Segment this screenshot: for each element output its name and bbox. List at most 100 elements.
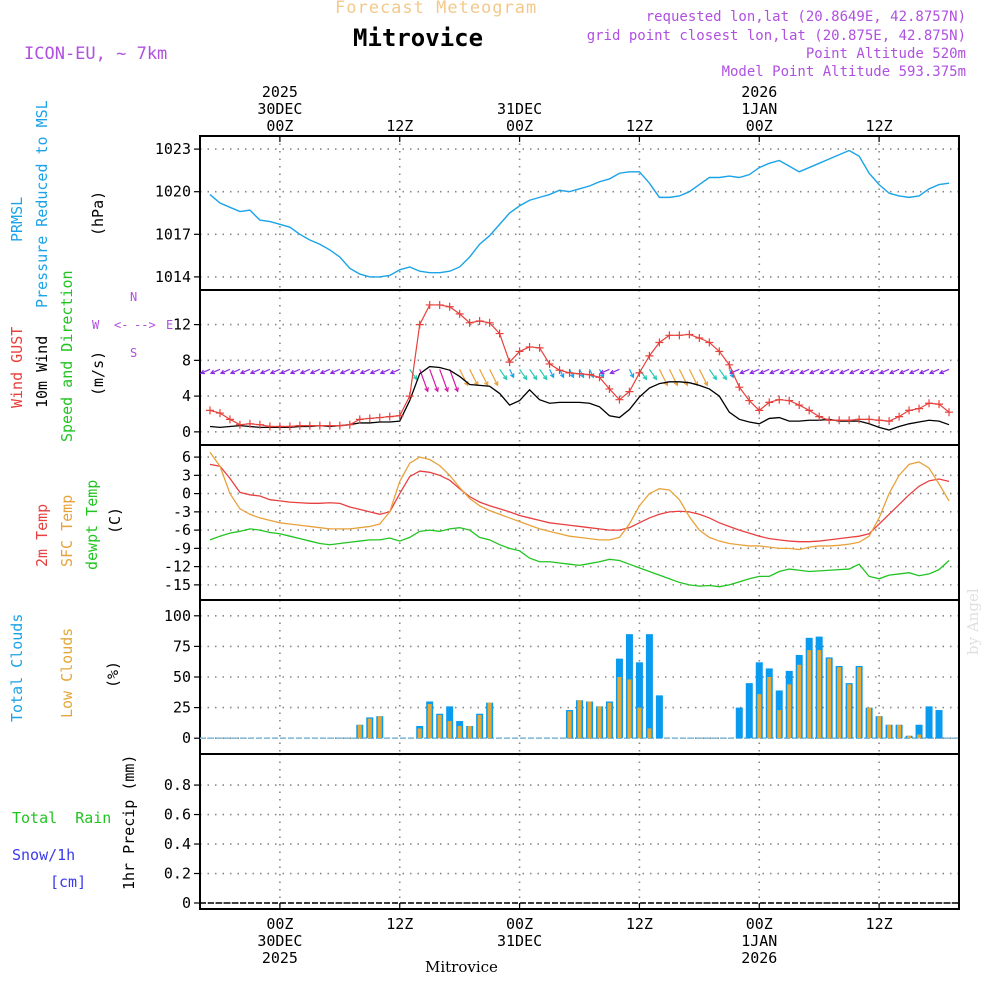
wind-vector-shaft — [809, 368, 820, 374]
y-tick-label: 25 — [173, 699, 191, 717]
y-tick-label: 0.4 — [164, 835, 191, 853]
temp-dewpt-line — [209, 527, 950, 588]
wind-gust-marker — [245, 419, 254, 428]
wind-vector-shaft — [610, 368, 620, 374]
wind-vector-head — [493, 381, 499, 387]
wind-vector — [928, 368, 940, 375]
wind-vector — [829, 368, 840, 375]
wind-vector-shaft — [439, 369, 449, 392]
wind-gust-marker — [855, 415, 864, 424]
wind-gust-marker — [525, 342, 534, 351]
wind-gust-marker — [495, 329, 504, 338]
wind-vector — [359, 368, 371, 375]
wind-vector-head — [219, 369, 225, 375]
wind-vector-head — [269, 369, 275, 375]
wind-vector-head — [569, 373, 575, 379]
compass-arrow-right: --> — [134, 318, 156, 332]
wind-vector-head — [329, 369, 335, 375]
wind-vector-shaft — [330, 368, 341, 374]
wind-gust-marker — [645, 351, 654, 360]
wind-vector — [848, 368, 860, 375]
wind-gust-marker — [335, 421, 344, 430]
top-time-label: 00Z — [266, 117, 293, 135]
wind-vector-head — [858, 369, 865, 375]
wind-speed-dir-label: Speed and Direction — [58, 270, 76, 442]
y-tick-label: 0 — [182, 729, 191, 747]
wind-vector-head — [484, 381, 489, 387]
wind-vector-head — [928, 369, 935, 375]
wind-vector-shaft — [429, 369, 439, 392]
wind-vector-head — [389, 369, 395, 375]
requested-coords: requested lon,lat (20.8649E, 42.8757N) — [645, 9, 966, 25]
wind-vector — [289, 368, 301, 375]
low-cloud-bar — [777, 710, 782, 739]
wind-10m-label: 10m Wind — [33, 335, 51, 408]
low-cloud-bar — [857, 667, 862, 739]
wind-gust-marker — [535, 343, 544, 352]
wind-gust-marker — [205, 406, 214, 415]
wind-vector-shaft — [829, 368, 840, 374]
wind-vector — [668, 369, 679, 387]
wind-vector-head — [522, 375, 528, 381]
wind-gust-marker — [345, 420, 354, 429]
wind-gust-marker — [585, 370, 594, 379]
wind-vector — [279, 368, 291, 375]
wind-gust-marker — [405, 392, 414, 401]
wind-vector-shaft — [350, 368, 361, 374]
wind-vector — [809, 368, 820, 375]
wind-vector-shaft — [899, 368, 910, 374]
wind-vector-shaft — [509, 369, 515, 378]
wind-vector-shaft — [730, 368, 740, 374]
wind-gust-marker — [285, 422, 294, 431]
wind-vector-shaft — [360, 368, 371, 374]
wind-vector-shaft — [799, 368, 810, 374]
wind-vector — [249, 368, 261, 375]
wind-vector-shaft — [499, 368, 508, 380]
y-tick-label: 4 — [182, 387, 191, 405]
wind-vector — [499, 368, 508, 381]
wind-vector-head — [829, 369, 835, 375]
low-cloud-bar — [817, 650, 822, 739]
compass-south: S — [130, 346, 138, 360]
wind-vector — [469, 369, 479, 387]
low-cloud-bar — [877, 716, 882, 739]
wind-vector-head — [779, 369, 785, 375]
wind-gust-marker — [305, 421, 314, 430]
wind-vector-shaft — [240, 368, 251, 374]
bottom-time-label: 12Z — [866, 915, 893, 933]
y-tick-label: 6 — [182, 448, 191, 466]
low-cloud-bar — [807, 650, 812, 739]
total-cloud-bar — [645, 634, 653, 739]
total-cloud-bar — [915, 724, 923, 739]
wind-vector-head — [749, 369, 755, 375]
wind-gust-label: Wind GUST — [8, 326, 26, 408]
low-cloud-bar — [427, 703, 432, 739]
wind-vector-shaft — [879, 368, 890, 374]
low-cloud-bar — [917, 734, 922, 739]
wind-vector — [479, 369, 489, 387]
wind-vector — [439, 369, 449, 393]
wind-vector-head — [809, 369, 815, 375]
compass-north: N — [130, 290, 138, 304]
wind-gust-marker — [235, 420, 244, 429]
wind-vector-shaft — [750, 368, 760, 374]
wind-vector — [868, 368, 880, 375]
wind-gust-marker — [375, 413, 384, 422]
wind-vector — [698, 369, 709, 387]
y-tick-label: 1014 — [155, 268, 191, 286]
wind-vector-head — [279, 369, 285, 375]
wind-vector — [918, 368, 930, 375]
low-cloud-bar — [477, 714, 482, 739]
wind-gust-marker — [385, 412, 394, 421]
wind-vector — [799, 368, 810, 375]
low-cloud-bar — [577, 700, 582, 739]
wind-vector — [819, 368, 830, 375]
wind-vector-head — [509, 373, 515, 379]
wind-vector-head — [739, 369, 745, 375]
wind-gust-marker — [795, 401, 804, 410]
wind-vector — [779, 368, 790, 375]
top-time-label: 31DEC — [497, 100, 542, 118]
low-cloud-bar — [617, 677, 622, 739]
pressure-unit: (hPa) — [89, 190, 107, 236]
wind-vector-shaft — [290, 368, 301, 374]
